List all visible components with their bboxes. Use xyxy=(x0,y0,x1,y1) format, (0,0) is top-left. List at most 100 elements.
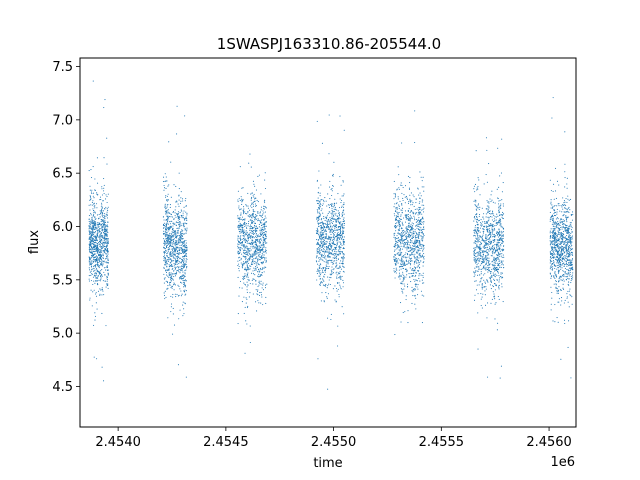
data-point xyxy=(339,222,341,224)
data-point xyxy=(170,236,172,238)
data-point xyxy=(497,272,500,274)
data-point xyxy=(336,220,338,222)
data-point xyxy=(407,224,409,226)
data-point xyxy=(414,294,416,296)
data-point xyxy=(240,208,242,210)
data-point xyxy=(99,294,101,296)
data-point xyxy=(476,243,478,245)
data-point xyxy=(262,247,264,249)
data-point xyxy=(88,234,90,236)
data-point xyxy=(489,198,491,200)
data-point xyxy=(256,256,258,258)
data-point xyxy=(91,192,93,195)
data-point xyxy=(483,225,485,227)
data-point xyxy=(95,292,97,294)
data-point xyxy=(487,225,489,227)
data-point xyxy=(172,266,174,268)
data-point xyxy=(164,180,166,183)
data-point xyxy=(93,227,95,229)
data-point xyxy=(183,262,185,265)
data-point xyxy=(101,220,103,222)
data-point xyxy=(322,212,324,214)
data-point xyxy=(485,288,487,290)
data-point xyxy=(318,270,320,272)
data-point xyxy=(174,230,176,232)
data-point xyxy=(239,230,241,232)
data-point xyxy=(474,228,476,230)
data-point xyxy=(105,242,107,244)
data-point xyxy=(408,259,410,261)
data-point xyxy=(395,263,397,265)
data-point xyxy=(259,222,261,224)
data-point xyxy=(487,229,489,231)
data-point xyxy=(336,238,338,240)
data-point xyxy=(485,137,488,139)
data-point xyxy=(323,241,325,243)
data-point xyxy=(262,232,264,234)
data-point xyxy=(480,298,482,300)
data-point xyxy=(339,225,341,228)
data-point xyxy=(398,188,400,190)
data-point xyxy=(261,294,263,296)
data-point xyxy=(262,236,264,238)
data-point xyxy=(342,210,344,212)
data-point xyxy=(316,250,319,253)
data-point xyxy=(477,247,480,249)
data-point xyxy=(324,257,326,259)
data-point xyxy=(477,231,479,233)
data-point xyxy=(254,260,256,263)
data-point xyxy=(336,244,338,246)
data-point xyxy=(341,231,343,233)
data-point xyxy=(411,227,414,229)
data-point xyxy=(106,249,109,251)
data-point xyxy=(91,219,93,221)
data-point xyxy=(341,275,343,278)
data-point xyxy=(331,210,333,212)
data-point xyxy=(256,264,258,266)
data-point xyxy=(182,233,184,235)
data-point xyxy=(240,241,242,243)
data-point xyxy=(493,278,495,280)
data-point xyxy=(331,252,333,254)
data-point xyxy=(91,254,93,256)
data-point xyxy=(95,249,97,251)
data-point xyxy=(179,237,181,239)
data-point xyxy=(255,236,257,238)
data-point xyxy=(89,299,91,301)
data-point xyxy=(107,241,109,244)
data-point xyxy=(395,264,397,266)
data-point xyxy=(91,221,93,223)
data-point xyxy=(174,284,176,286)
data-point xyxy=(167,250,170,252)
data-point xyxy=(331,194,333,197)
data-point xyxy=(492,274,494,277)
data-point xyxy=(418,233,421,235)
data-point xyxy=(264,287,267,289)
data-point xyxy=(176,133,178,135)
data-point xyxy=(257,234,259,236)
data-point xyxy=(91,189,93,191)
data-point xyxy=(407,322,409,324)
data-point xyxy=(316,209,318,211)
data-point xyxy=(100,248,102,250)
data-point xyxy=(169,238,171,240)
data-point xyxy=(107,193,109,195)
data-point xyxy=(243,277,245,279)
data-point xyxy=(248,296,250,298)
data-point xyxy=(480,280,482,282)
data-point xyxy=(485,222,487,224)
data-point xyxy=(184,115,186,117)
data-point xyxy=(411,242,413,244)
data-point xyxy=(165,264,167,266)
data-point xyxy=(238,250,240,252)
data-point xyxy=(262,261,264,263)
data-point xyxy=(97,275,99,277)
data-point xyxy=(181,268,183,270)
data-point xyxy=(422,265,424,267)
data-point xyxy=(172,246,175,248)
data-point xyxy=(260,244,262,246)
data-point xyxy=(239,242,241,244)
data-point xyxy=(323,226,325,228)
data-point xyxy=(246,242,248,244)
data-point xyxy=(98,236,100,238)
